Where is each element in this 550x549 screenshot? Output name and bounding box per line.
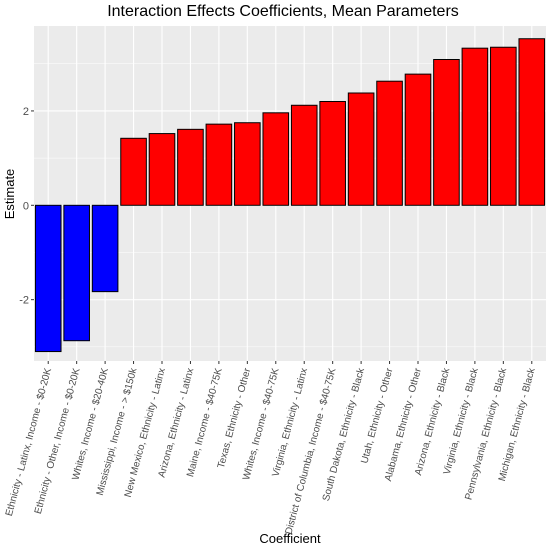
- bar: [205, 123, 233, 206]
- bar: [433, 59, 460, 206]
- bar-layer: [34, 38, 546, 353]
- x-axis-title: Coefficient: [259, 531, 321, 546]
- bar: [234, 122, 261, 206]
- y-tick-layer: -2 0 2: [19, 106, 34, 307]
- bar: [290, 104, 318, 206]
- bar: [63, 204, 90, 342]
- y-axis-title: Estimate: [2, 169, 17, 220]
- y-tick-label: 0: [23, 200, 29, 212]
- y-tick-label: -2: [19, 295, 29, 307]
- chart-title: Interaction Effects Coefficients, Mean P…: [107, 3, 459, 20]
- bar: [518, 38, 546, 206]
- x-tick-layer: Ethnicity - Latinx, Income - $0-20KEthni…: [4, 361, 538, 536]
- bar: [120, 137, 147, 206]
- bar: [148, 133, 176, 206]
- bar: [262, 112, 290, 206]
- bar: [404, 73, 432, 206]
- x-tick-label: District of Columbia, Income - $40-75K: [283, 367, 338, 536]
- bar: [461, 47, 489, 206]
- y-tick-label: 2: [23, 106, 29, 118]
- bar: [177, 128, 204, 206]
- bar: [91, 204, 119, 293]
- bar: [347, 92, 375, 206]
- bar: [490, 46, 517, 206]
- bar: [376, 80, 403, 206]
- bar: [319, 100, 346, 206]
- plot-panel: [34, 26, 546, 361]
- bar: [34, 204, 62, 353]
